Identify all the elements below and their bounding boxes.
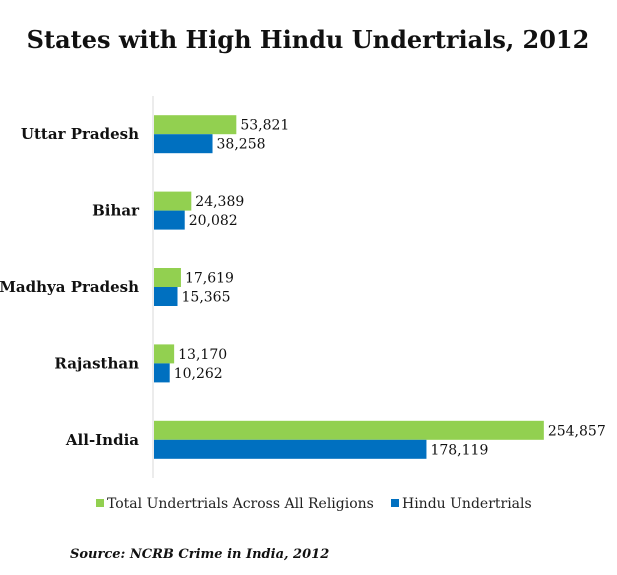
category-label: Bihar (92, 202, 140, 220)
bar-hindu-undertrials (154, 210, 185, 230)
bar-total-undertrials (154, 115, 237, 135)
bar-hindu-undertrials (154, 439, 427, 459)
category-label: Uttar Pradesh (21, 125, 139, 143)
data-label-total: 24,389 (195, 194, 244, 210)
bar-total-undertrials (154, 344, 175, 364)
chart-title: States with High Hindu Undertrials, 2012 (27, 25, 590, 54)
category-label: Madhya Pradesh (0, 278, 139, 296)
data-label-total: 254,857 (548, 423, 606, 439)
bar-hindu-undertrials (154, 363, 170, 383)
bar-hindu-undertrials (154, 134, 213, 154)
source-note: Source: NCRB Crime in India, 2012 (70, 547, 329, 562)
bar-total-undertrials (154, 420, 544, 440)
data-label-hindu: 15,365 (182, 290, 231, 306)
legend-label-total: Total Undertrials Across All Religions (107, 496, 374, 512)
legend-label-hindu: Hindu Undertrials (402, 496, 532, 512)
data-label-hindu: 20,082 (189, 213, 238, 229)
data-label-total: 13,170 (178, 347, 227, 363)
bar-total-undertrials (154, 268, 181, 287)
data-label-hindu: 10,262 (174, 366, 223, 382)
bars-group: Uttar Pradesh 53,821 38,258 Bihar 24,389 20,0… (0, 115, 606, 459)
data-label-total: 53,821 (240, 118, 289, 134)
bar-total-undertrials (154, 191, 192, 211)
legend: Total Undertrials Across All Religions H… (96, 496, 532, 512)
legend-swatch-hindu (391, 499, 399, 507)
category-label: All-India (65, 431, 139, 449)
category-label: Rajasthan (54, 354, 139, 372)
data-label-total: 17,619 (185, 271, 234, 287)
data-label-hindu: 38,258 (217, 137, 266, 153)
bar-hindu-undertrials (154, 287, 178, 306)
data-label-hindu: 178,119 (430, 442, 488, 458)
legend-swatch-total (96, 499, 104, 507)
